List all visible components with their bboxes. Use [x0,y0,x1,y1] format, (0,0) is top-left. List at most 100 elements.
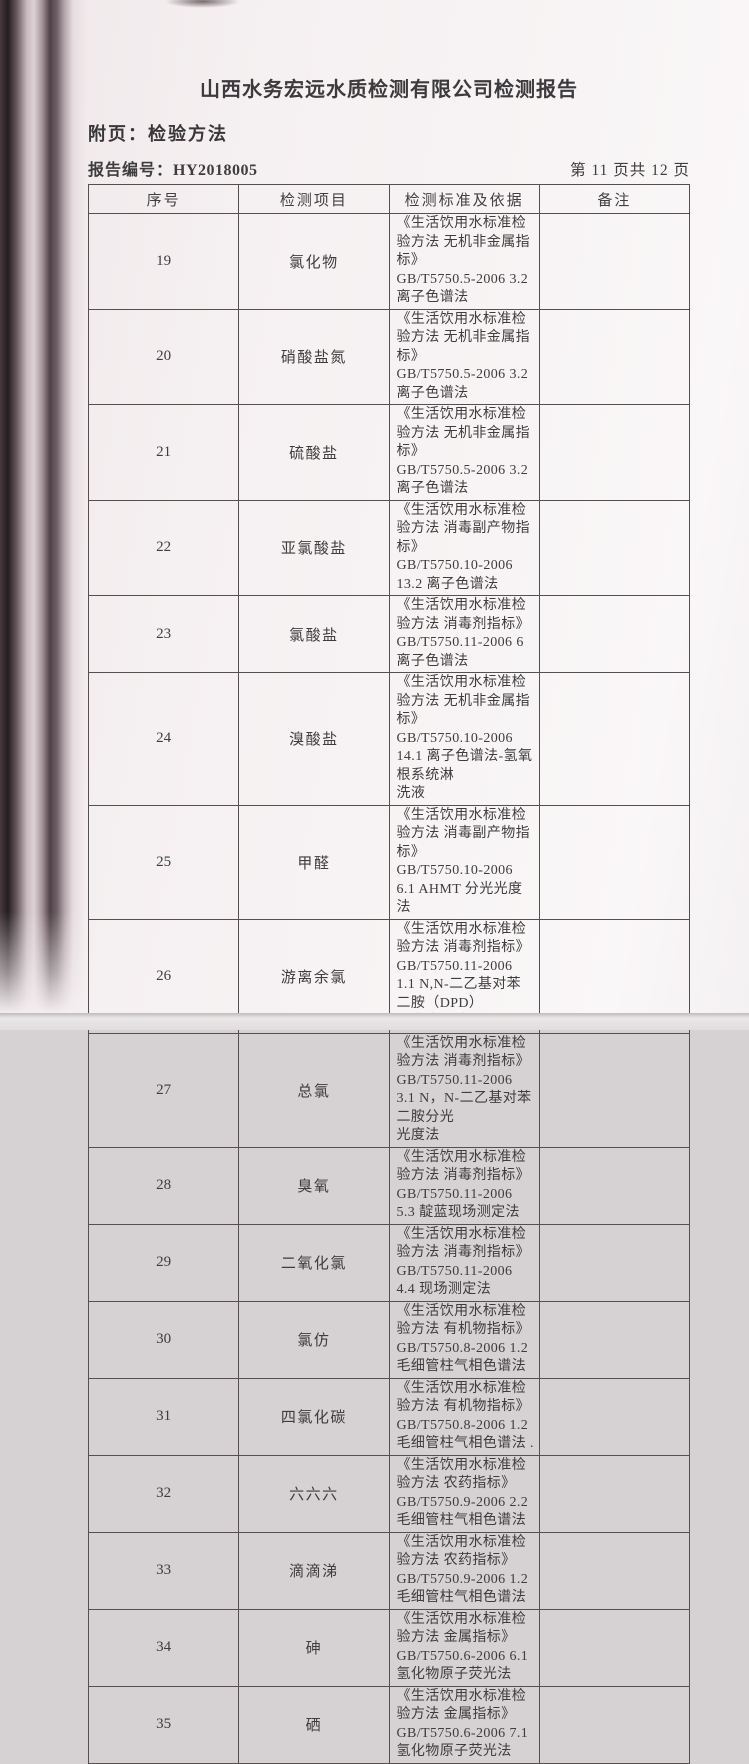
page-indicator: 第 11 页共 12 页 [570,162,690,179]
report-number: 报告编号：HY2018005 [88,160,258,182]
table-row: 25 甲醛 《生活饮用水标准检验方法 消毒副产物指标》 GB/T5750.10-… [87,804,691,920]
table-row: 29 二氧化氯 《生活饮用水标准检验方法 消毒剂指标》 GB/T5750.11-… [87,1223,691,1302]
remark-cell [538,1146,691,1225]
row-index-cell: 32 [87,1454,240,1533]
table-row: 33 滴滴涕 《生活饮用水标准检验方法 农药指标》 GB/T5750.9-200… [87,1531,691,1610]
methods-table: 序号 检测项目 检测标准及依据 备注 19 氯化物 《生活饮用水标准检验方法 无… [87,184,691,1764]
methods-table-head: 序号 检测项目 检测标准及依据 备注 [87,184,691,214]
test-item-cell: 亚氯酸盐 [238,499,390,596]
test-item-cell: 氯化物 [238,213,390,310]
test-item-cell: 溴酸盐 [238,672,390,806]
standard-cell: 《生活饮用水标准检验方法 无机非金属指标》 GB/T5750.5-2006 3.… [388,213,540,310]
test-item-cell: 硫酸盐 [238,404,390,501]
remark-cell [538,1454,691,1533]
row-index-cell: 27 [87,1032,240,1148]
row-index-cell: 35 [87,1685,240,1764]
table-row: 34 砷 《生活饮用水标准检验方法 金属指标》 GB/T5750.6-2006 … [87,1608,691,1687]
test-item-cell: 二氧化氯 [238,1223,390,1302]
standard-cell: 《生活饮用水标准检验方法 消毒剂指标》 GB/T5750.11-2006 3.1… [388,1032,540,1148]
test-item-cell: 滴滴涕 [238,1531,390,1610]
table-row: 19 氯化物 《生活饮用水标准检验方法 无机非金属指标》 GB/T5750.5-… [87,213,691,310]
table-row: 24 溴酸盐 《生活饮用水标准检验方法 无机非金属指标》 GB/T5750.10… [87,672,691,806]
standard-cell: 《生活饮用水标准检验方法 农药指标》 GB/T5750.9-2006 1.2 毛… [388,1531,540,1610]
table-row: 27 总氯 《生活饮用水标准检验方法 消毒剂指标》 GB/T5750.11-20… [87,1032,691,1148]
table-row: 32 六六六 《生活饮用水标准检验方法 农药指标》 GB/T5750.9-200… [87,1454,691,1533]
page-title: 山西水务宏远水质检测有限公司检测报告 [200,79,578,101]
attachment-label: 附页：检验方法 [88,124,228,144]
report-number-value: HY2018005 [173,162,258,179]
header-item: 检测项目 [238,184,390,214]
standard-cell: 《生活饮用水标准检验方法 无机非金属指标》 GB/T5750.10-2006 1… [388,672,540,806]
remark-cell [538,595,691,673]
row-index-cell: 19 [87,213,240,310]
row-index-cell: 22 [87,499,240,596]
standard-cell: 《生活饮用水标准检验方法 农药指标》 GB/T5750.9-2006 2.2 毛… [388,1454,540,1533]
standard-cell: 《生活饮用水标准检验方法 金属指标》 GB/T5750.6-2006 6.1 氢… [388,1608,540,1687]
test-item-cell: 砷 [238,1608,390,1687]
row-index-cell: 28 [87,1146,240,1225]
remark-cell [538,1223,691,1302]
standard-cell: 《生活饮用水标准检验方法 消毒剂指标》 GB/T5750.11-2006 6 离… [388,595,540,673]
table-row: 20 硝酸盐氮 《生活饮用水标准检验方法 无机非金属指标》 GB/T5750.5… [87,308,691,405]
table-row: 22 亚氯酸盐 《生活饮用水标准检验方法 消毒副产物指标》 GB/T5750.1… [87,499,691,596]
scanner-background [0,1013,749,1030]
table-row: 23 氯酸盐 《生活饮用水标准检验方法 消毒剂指标》 GB/T5750.11-2… [87,595,691,673]
table-row: 28 臭氧 《生活饮用水标准检验方法 消毒剂指标》 GB/T5750.11-20… [87,1146,691,1225]
standard-cell: 《生活饮用水标准检验方法 金属指标》 GB/T5750.6-2006 7.1 氢… [388,1685,540,1764]
remark-cell [538,1531,691,1610]
standard-cell: 《生活饮用水标准检验方法 无机非金属指标》 GB/T5750.5-2006 3.… [388,404,540,501]
test-item-cell: 硒 [238,1685,390,1764]
row-index-cell: 25 [87,804,240,920]
methods-table-body: 19 氯化物 《生活饮用水标准检验方法 无机非金属指标》 GB/T5750.5-… [87,213,691,1764]
row-index-cell: 29 [87,1223,240,1302]
test-item-cell: 氯酸盐 [238,595,390,673]
row-index-cell: 23 [87,595,240,673]
header-standard: 检测标准及依据 [388,184,540,214]
row-index-cell: 24 [87,672,240,806]
remark-cell [538,672,691,806]
test-item-cell: 氯仿 [238,1300,390,1379]
standard-cell: 《生活饮用水标准检验方法 消毒副产物指标》 GB/T5750.10-2006 1… [388,499,540,596]
remark-cell [538,499,691,596]
standard-cell: 《生活饮用水标准检验方法 消毒剂指标》 GB/T5750.11-2006 5.3… [388,1146,540,1225]
test-item-cell: 臭氧 [238,1146,390,1225]
standard-cell: 《生活饮用水标准检验方法 有机物指标》 GB/T5750.8-2006 1.2 … [388,1300,540,1379]
row-index-cell: 34 [87,1608,240,1687]
report-number-label: 报告编号： [88,162,174,179]
standard-cell: 《生活饮用水标准检验方法 无机非金属指标》 GB/T5750.5-2006 3.… [388,308,540,405]
table-row: 30 氯仿 《生活饮用水标准检验方法 有机物指标》 GB/T5750.8-200… [87,1300,691,1379]
test-item-cell: 总氯 [238,1032,390,1148]
remark-cell [538,308,691,405]
test-item-cell: 硝酸盐氮 [238,308,390,405]
book-binding-shadow [0,0,86,1013]
standard-cell: 《生活饮用水标准检验方法 有机物指标》 GB/T5750.8-2006 1.2 … [388,1377,540,1456]
remark-cell [538,1032,691,1148]
header-remark: 备注 [538,184,691,214]
remark-cell [538,1377,691,1456]
row-index-cell: 33 [87,1531,240,1610]
row-index-cell: 20 [87,308,240,405]
report-meta-row: 报告编号：HY2018005 第 11 页共 12 页 [88,160,690,182]
remark-cell [538,1608,691,1687]
scan-smudge [165,0,240,8]
standard-cell: 《生活饮用水标准检验方法 消毒剂指标》 GB/T5750.11-2006 4.4… [388,1223,540,1302]
test-item-cell: 四氯化碳 [238,1377,390,1456]
remark-cell [538,804,691,920]
page-content: 山西水务宏远水质检测有限公司检测报告 附页：检验方法 报告编号：HY201800… [87,0,691,1764]
test-item-cell: 六六六 [238,1454,390,1533]
remark-cell [538,404,691,501]
header-no: 序号 [87,184,240,214]
row-index-cell: 31 [87,1377,240,1456]
remark-cell [538,1300,691,1379]
row-index-cell: 30 [87,1300,240,1379]
standard-cell: 《生活饮用水标准检验方法 消毒副产物指标》 GB/T5750.10-2006 6… [388,804,540,920]
row-index-cell: 21 [87,404,240,501]
test-item-cell: 甲醛 [238,804,390,920]
header-row: 序号 检测项目 检测标准及依据 备注 [87,184,691,214]
table-row: 35 硒 《生活饮用水标准检验方法 金属指标》 GB/T5750.6-2006 … [87,1685,691,1764]
table-row: 21 硫酸盐 《生活饮用水标准检验方法 无机非金属指标》 GB/T5750.5-… [87,404,691,501]
table-row: 31 四氯化碳 《生活饮用水标准检验方法 有机物指标》 GB/T5750.8-2… [87,1377,691,1456]
remark-cell [538,213,691,310]
remark-cell [538,1685,691,1764]
